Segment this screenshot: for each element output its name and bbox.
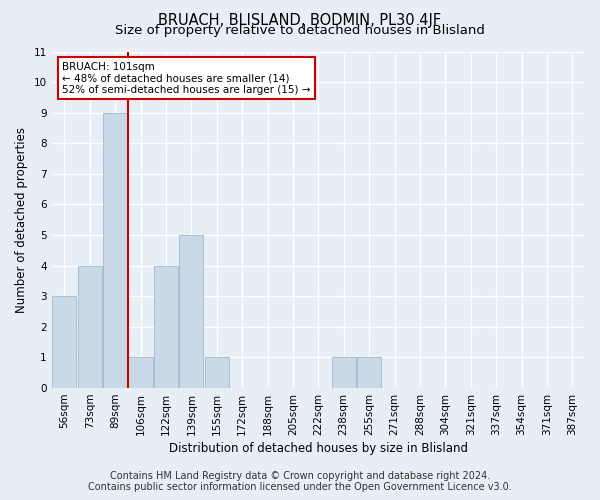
Y-axis label: Number of detached properties: Number of detached properties bbox=[15, 127, 28, 313]
Bar bbox=[205, 358, 229, 388]
Bar bbox=[179, 235, 203, 388]
Text: Size of property relative to detached houses in Blisland: Size of property relative to detached ho… bbox=[115, 24, 485, 37]
Bar bbox=[332, 358, 356, 388]
Bar bbox=[154, 266, 178, 388]
Bar bbox=[77, 266, 102, 388]
Bar bbox=[128, 358, 152, 388]
Bar bbox=[103, 112, 127, 388]
Text: Contains HM Land Registry data © Crown copyright and database right 2024.
Contai: Contains HM Land Registry data © Crown c… bbox=[88, 471, 512, 492]
Bar bbox=[52, 296, 76, 388]
Bar bbox=[357, 358, 381, 388]
X-axis label: Distribution of detached houses by size in Blisland: Distribution of detached houses by size … bbox=[169, 442, 468, 455]
Text: BRUACH, BLISLAND, BODMIN, PL30 4JF: BRUACH, BLISLAND, BODMIN, PL30 4JF bbox=[158, 12, 442, 28]
Text: BRUACH: 101sqm
← 48% of detached houses are smaller (14)
52% of semi-detached ho: BRUACH: 101sqm ← 48% of detached houses … bbox=[62, 62, 311, 95]
